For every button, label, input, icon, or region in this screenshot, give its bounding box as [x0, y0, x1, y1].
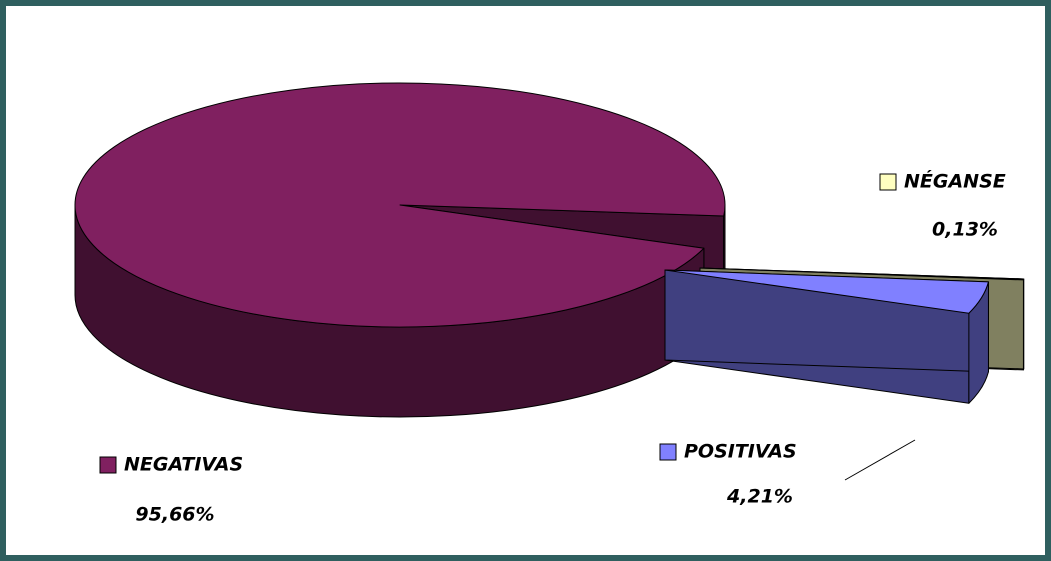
- legend-swatch: [659, 443, 677, 461]
- value-label: 0,13%: [932, 219, 998, 241]
- legend-label: NÉGANSE: [904, 170, 1006, 193]
- slice: [74, 82, 726, 328]
- legend-swatch: [879, 173, 897, 191]
- value-label: 4,21%: [726, 486, 793, 508]
- legend-swatch: [99, 456, 117, 474]
- slice: [699, 267, 1025, 281]
- legend-label: NEGATIVAS: [124, 454, 243, 476]
- slice: [664, 269, 989, 314]
- leader-line: [844, 439, 916, 481]
- value-label: 95,66%: [135, 504, 214, 526]
- legend-label: POSITIVAS: [684, 441, 797, 463]
